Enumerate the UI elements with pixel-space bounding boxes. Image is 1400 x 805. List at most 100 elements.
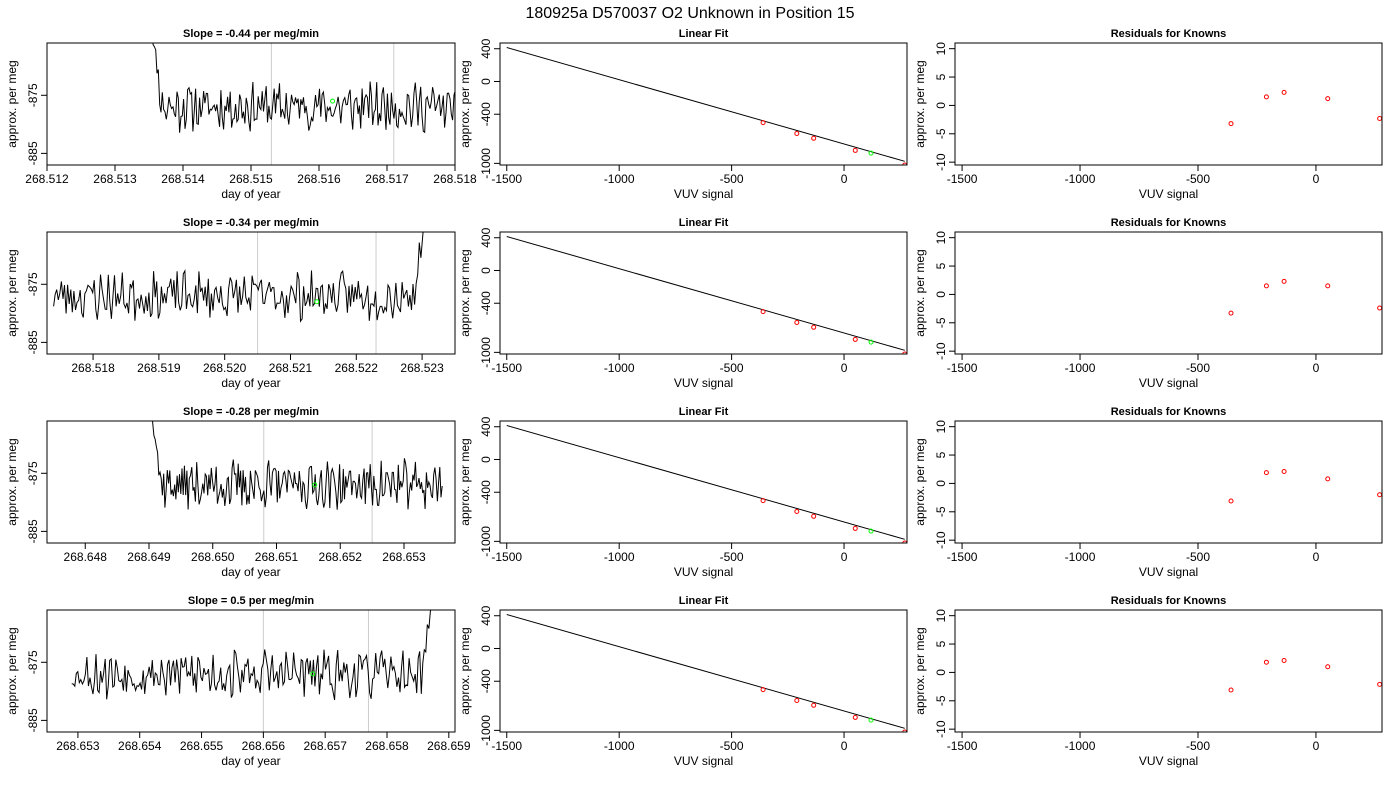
x-tick-label: 268.651: [255, 550, 299, 564]
y-tick-label: -10: [934, 153, 948, 171]
residual-point: [1377, 115, 1382, 121]
plot-frame: [46, 231, 456, 355]
y-tick-label: 10: [934, 231, 948, 245]
y-tick-label: 0: [934, 291, 948, 298]
x-tick-label: 268.515: [229, 172, 273, 186]
known-point: [760, 687, 766, 693]
panel-timeseries-0: Slope = -0.44 per meg/min 268.512 268.513 2…: [5, 28, 477, 201]
x-axis-label: day of year: [221, 376, 280, 390]
y-axis-label: approx. per meg: [458, 627, 472, 714]
y-axis-label: approx. per meg: [913, 627, 927, 714]
y-tick-label: -1000: [479, 715, 493, 746]
plot-area: [152, 43, 455, 165]
known-point: [760, 120, 766, 126]
residual-point: [1377, 681, 1382, 687]
x-tick-label: -500: [1186, 361, 1210, 375]
panel-title: Slope = -0.34 per meg/min: [183, 217, 319, 229]
residual-point: [1263, 283, 1269, 289]
known-point: [760, 498, 766, 504]
known-point: [852, 714, 858, 720]
fit-line: [506, 47, 905, 162]
x-tick-label: -1500: [947, 739, 978, 753]
x-axis-label: VUV signal: [1139, 376, 1198, 390]
plot-area: [1228, 89, 1382, 127]
y-tick-label: -10: [934, 531, 948, 549]
residual-point: [1325, 96, 1331, 102]
x-tick-label: 268.512: [25, 172, 69, 186]
x-tick-label: 268.655: [180, 739, 224, 753]
y-axis-label: approx. per meg: [5, 60, 19, 147]
y-tick-label: -400: [479, 102, 493, 126]
panel-timeseries-2: Slope = -0.28 per meg/min 268.648 268.649 2…: [5, 406, 456, 579]
y-tick-label: 400: [479, 605, 493, 625]
y-axis-label: approx. per meg: [5, 249, 19, 336]
y-tick-label: -5: [934, 695, 948, 706]
y-axis-label: approx. per meg: [913, 60, 927, 147]
y-tick-label: -1000: [479, 148, 493, 179]
y-tick-label: -875: [26, 461, 40, 485]
x-tick-label: 268.659: [427, 739, 471, 753]
x-tick-label: 0: [841, 739, 848, 753]
known-point: [852, 336, 858, 342]
x-axis-label: VUV signal: [1139, 187, 1198, 201]
y-tick-label: -875: [26, 650, 40, 674]
y-axis-label: approx. per meg: [5, 438, 19, 525]
panel-residuals-1: Residuals for Knowns -1500 -1000 -500 0 10 5 0 -…: [913, 217, 1383, 390]
x-tick-label: 0: [1313, 172, 1320, 186]
unknown-point: [868, 528, 874, 534]
panel-timeseries-1: Slope = -0.34 per meg/min 268.518 268.519 2…: [5, 217, 456, 390]
plot-frame: [499, 420, 908, 544]
plot-area: [152, 421, 443, 543]
known-point: [811, 513, 817, 519]
x-tick-label: 268.513: [93, 172, 137, 186]
x-tick-label: 268.656: [242, 739, 286, 753]
x-tick-label: -500: [720, 550, 744, 564]
y-tick-label: 10: [934, 609, 948, 623]
plot-area: [53, 232, 424, 354]
panel-title: Slope = -0.44 per meg/min: [183, 28, 319, 40]
x-axis-label: VUV signal: [674, 565, 733, 579]
y-tick-label: -885: [26, 141, 40, 165]
x-tick-label: 268.653: [382, 550, 426, 564]
x-tick-label: -500: [720, 172, 744, 186]
x-tick-label: -1500: [947, 361, 978, 375]
panel-title: Linear Fit: [679, 595, 729, 607]
y-tick-label: 0: [934, 102, 948, 109]
y-tick-label: 10: [934, 42, 948, 56]
known-point: [760, 309, 766, 315]
known-point: [794, 697, 800, 703]
x-tick-label: 0: [1313, 739, 1320, 753]
x-tick-label: 268.518: [71, 361, 115, 375]
residual-point: [1263, 470, 1269, 476]
panel-title: Residuals for Knowns: [1111, 217, 1227, 229]
known-point: [902, 729, 907, 732]
fit-line: [506, 425, 905, 540]
x-tick-label: -1000: [604, 550, 635, 564]
x-axis-label: VUV signal: [1139, 754, 1198, 768]
plot-area: [506, 236, 907, 354]
x-tick-label: 268.518: [433, 172, 477, 186]
y-tick-label: -875: [26, 272, 40, 296]
panel-title: Residuals for Knowns: [1111, 406, 1227, 418]
x-tick-label: -500: [720, 739, 744, 753]
unknown-point: [312, 482, 318, 488]
x-tick-label: -1000: [1065, 550, 1096, 564]
y-axis-label: approx. per meg: [913, 438, 927, 525]
y-tick-label: -1000: [479, 526, 493, 557]
y-tick-label: 5: [934, 262, 948, 269]
y-tick-label: -885: [26, 519, 40, 543]
panel-fit-0: Linear Fit-1500 -1000 -500 04000-400-1000VU…: [458, 28, 908, 201]
x-tick-label: -1500: [491, 172, 522, 186]
x-tick-label: 268.521: [269, 361, 313, 375]
unknown-point: [868, 339, 874, 345]
x-tick-label: -1000: [604, 361, 635, 375]
x-axis-label: VUV signal: [1139, 565, 1198, 579]
residual-point: [1263, 659, 1269, 665]
y-tick-label: 0: [479, 78, 493, 85]
fit-line: [506, 236, 905, 351]
x-tick-label: 0: [1313, 550, 1320, 564]
panel-fit-1: Linear Fit-1500 -1000 -500 04000-400-1000VU…: [458, 217, 908, 390]
x-tick-label: 268.514: [161, 172, 205, 186]
panel-title: Slope = -0.28 per meg/min: [183, 406, 319, 418]
panel-timeseries-3: Slope = 0.5 per meg/min 268.653 268.654 268…: [5, 595, 471, 768]
